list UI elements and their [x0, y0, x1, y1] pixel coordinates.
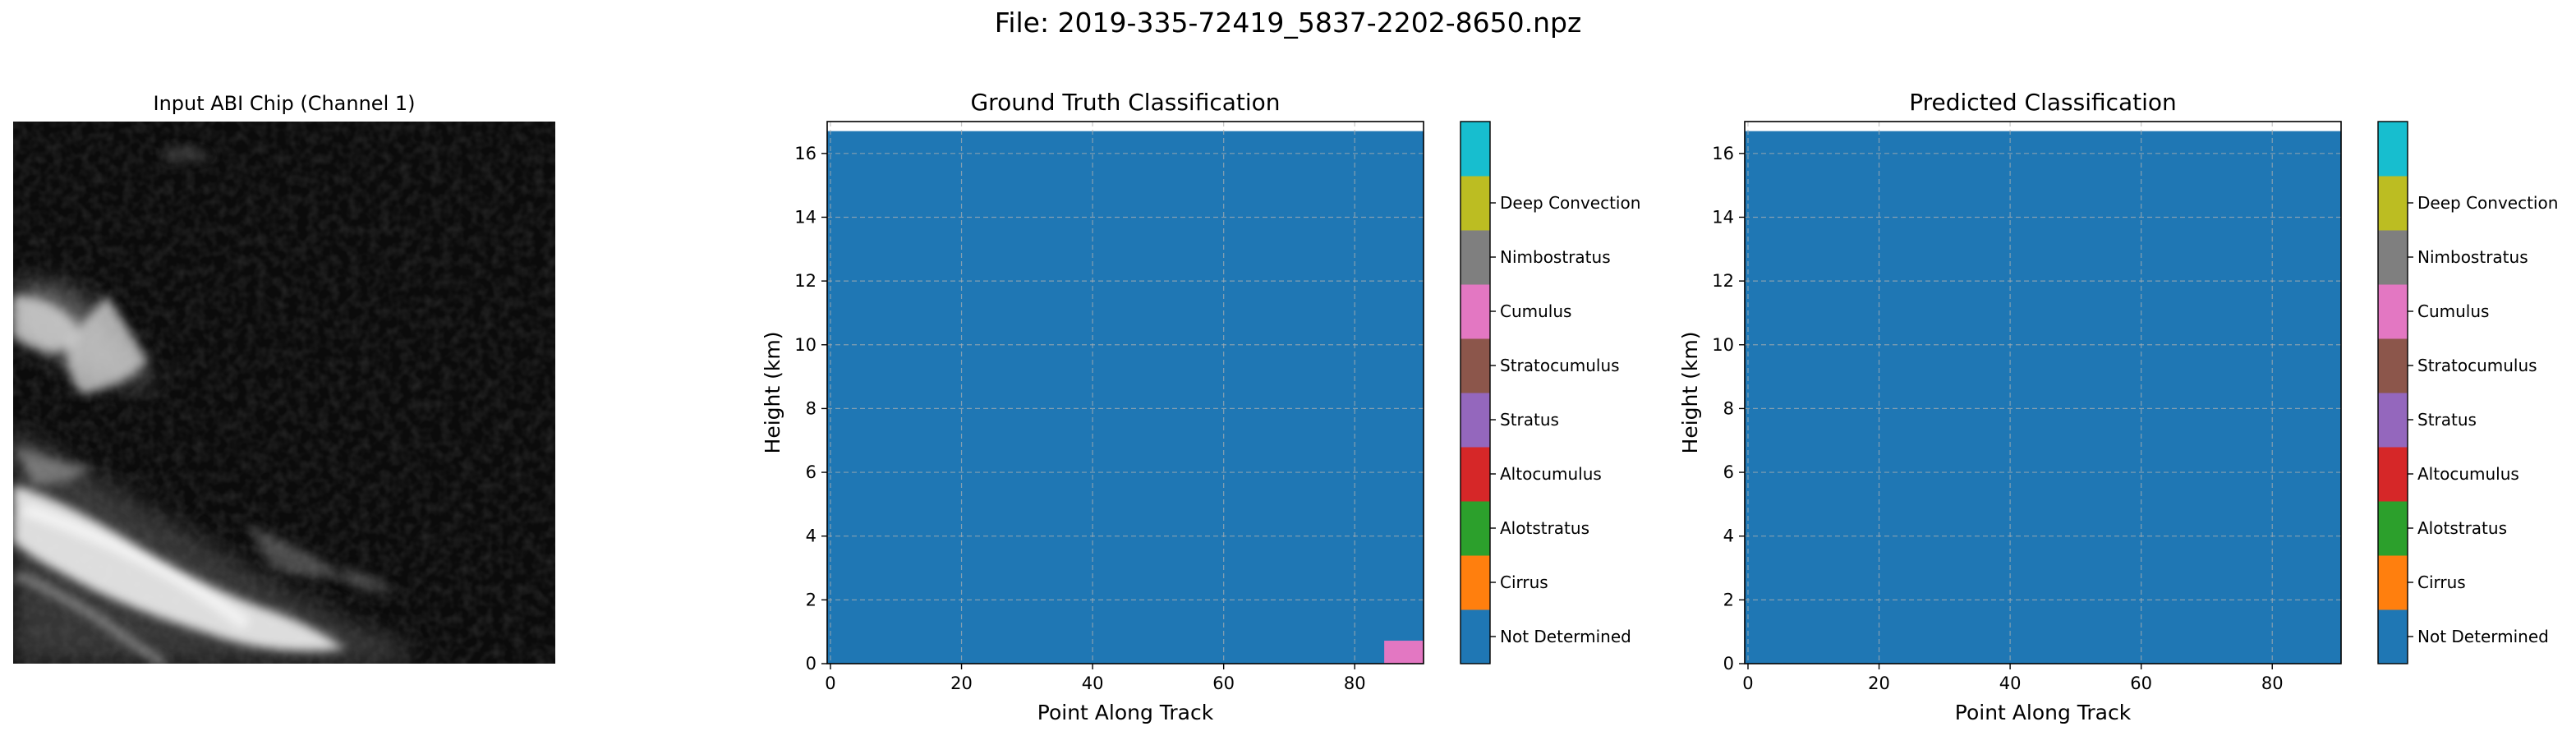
x-tick-label: 80 [2261, 674, 2284, 693]
y-axis-label: Height (km) [761, 332, 784, 454]
colorbar-label: Altocumulus [2417, 464, 2519, 484]
colorbar-label: Cirrus [2417, 572, 2466, 592]
x-axis-label: Point Along Track [1037, 701, 1214, 724]
y-tick-label: 8 [1723, 398, 1734, 418]
x-tick-label: 20 [950, 674, 973, 693]
colorbar-label: Altocumulus [1500, 464, 1602, 484]
y-tick-label: 6 [1723, 462, 1734, 482]
colorbar-label: Deep Convection [2417, 193, 2558, 213]
y-tick-label: 10 [1712, 335, 1734, 355]
colorbar-segment [1460, 447, 1490, 502]
class-region-not-determined [827, 131, 1424, 664]
y-tick-label: 16 [794, 144, 816, 163]
x-tick-label: 60 [2130, 674, 2152, 693]
colorbar-segment [1460, 230, 1490, 285]
colorbar-segment [1460, 176, 1490, 231]
colorbar-label: Cumulus [2417, 301, 2489, 321]
class-region-not-determined [1745, 131, 2341, 664]
y-tick-label: 14 [794, 207, 816, 227]
y-tick-label: 4 [1723, 526, 1734, 546]
colorbar-segment [2378, 393, 2408, 448]
y-tick-label: 0 [806, 654, 816, 674]
colorbar-label: Cirrus [1500, 572, 1548, 592]
x-tick-label: 60 [1212, 674, 1235, 693]
colorbar-frame [2377, 121, 2408, 664]
y-axis-label: Height (km) [1678, 332, 1702, 454]
colorbar: Not Determined Cirrus Alotstratus Altocumul… [1460, 121, 1640, 664]
abi-chip-image [13, 122, 555, 664]
axes-frame [1744, 121, 2342, 664]
colorbar-segment [1460, 555, 1490, 610]
colorbar-label: Stratocumulus [1500, 356, 1620, 375]
colorbar-label: Nimbostratus [1500, 247, 1611, 267]
y-tick-label: 12 [1712, 271, 1734, 291]
x-tick-label: 40 [1082, 674, 1104, 693]
colorbar-label: Stratus [2417, 410, 2477, 430]
colorbar-segment [2378, 122, 2408, 177]
colorbar-segment [2378, 338, 2408, 393]
figure-title: File: 2019-335-72419_5837-2202-8650.npz [994, 7, 1582, 39]
x-tick-label: 0 [1742, 674, 1753, 693]
input-panel: Input ABI Chip (Channel 1) [13, 92, 555, 664]
y-tick-label: 14 [1712, 207, 1734, 227]
colorbar-label: Deep Convection [1500, 193, 1640, 213]
colorbar: Not Determined Cirrus Alotstratus Altocumul… [2377, 121, 2558, 664]
colorbar-label: Alotstratus [2417, 518, 2507, 538]
colorbar-segment [1460, 609, 1490, 664]
colorbar-segment [2378, 230, 2408, 285]
colorbar-label: Alotstratus [1500, 518, 1589, 538]
colorbar-segment [1460, 122, 1490, 177]
colorbar-segment [2378, 447, 2408, 502]
colorbar-segment [2378, 609, 2408, 664]
y-tick-label: 10 [794, 335, 816, 355]
x-tick-label: 0 [825, 674, 835, 693]
colorbar-label: Cumulus [1500, 301, 1571, 321]
class-region-cumulus [1384, 641, 1424, 664]
chart-title: Ground Truth Classification [970, 89, 1280, 116]
colorbar-label: Stratocumulus [2417, 356, 2537, 375]
colorbar-segment [1460, 284, 1490, 339]
y-tick-label: 4 [806, 526, 816, 546]
y-tick-label: 6 [806, 462, 816, 482]
colorbar-segment [2378, 176, 2408, 231]
x-tick-label: 20 [1868, 674, 1890, 693]
colorbar-segment [1460, 393, 1490, 448]
chart-panel-2: Predicted Classification 0 20 40 60 80 0 2 4 6 8 10… [1678, 89, 2558, 724]
colorbar-label: Not Determined [2417, 627, 2549, 646]
colorbar-label: Nimbostratus [2417, 247, 2528, 267]
y-tick-label: 8 [806, 398, 816, 418]
axes-frame [826, 121, 1424, 664]
y-tick-label: 0 [1723, 654, 1734, 674]
input-panel-title: Input ABI Chip (Channel 1) [153, 92, 415, 115]
colorbar-segment [2378, 555, 2408, 610]
colorbar-segment [1460, 501, 1490, 556]
x-tick-label: 80 [1344, 674, 1366, 693]
colorbar-label: Stratus [1500, 410, 1559, 430]
x-tick-label: 40 [1999, 674, 2022, 693]
colorbar-frame [1460, 121, 1491, 664]
colorbar-segment [2378, 501, 2408, 556]
y-tick-label: 12 [794, 271, 816, 291]
y-tick-label: 2 [806, 590, 816, 609]
y-tick-label: 16 [1712, 144, 1734, 163]
chart-panel-1: Ground Truth Classification 0 20 40 60 80 0 2 4 6… [761, 89, 1640, 724]
chart-title: Predicted Classification [1909, 89, 2177, 116]
colorbar-label: Not Determined [1500, 627, 1631, 646]
colorbar-segment [2378, 284, 2408, 339]
y-tick-label: 2 [1723, 590, 1734, 609]
colorbar-segment [1460, 338, 1490, 393]
x-axis-label: Point Along Track [1955, 701, 2132, 724]
